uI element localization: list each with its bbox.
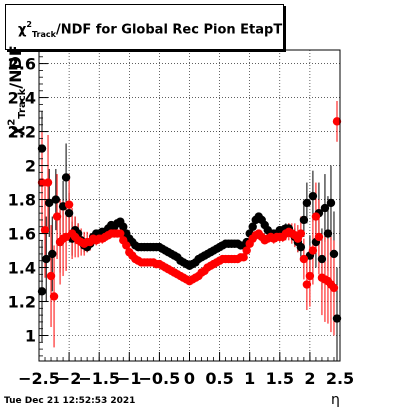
data-point xyxy=(326,198,336,208)
y-tick-label: 1.4 xyxy=(8,259,36,278)
data-point xyxy=(37,287,47,296)
x-tick-label: 2 xyxy=(304,369,315,388)
data-point xyxy=(305,271,315,281)
y-tick-label: 2.6 xyxy=(8,55,36,74)
data-point xyxy=(46,271,56,281)
y-tick-label: 1 xyxy=(25,327,36,346)
data-point xyxy=(43,178,53,187)
chart-title: χ2Track/NDF for Global Rec Pion EtapT xyxy=(18,20,283,39)
data-point xyxy=(42,254,51,264)
data-point xyxy=(119,222,128,231)
data-point xyxy=(308,246,318,255)
data-point xyxy=(51,195,61,204)
x-tick-label: −2.5 xyxy=(18,369,60,388)
data-point xyxy=(49,292,59,301)
timestamp: Tue Dec 21 12:52:53 2021 xyxy=(4,396,136,406)
data-point xyxy=(302,198,312,208)
data-point xyxy=(61,173,71,182)
data-point xyxy=(242,246,251,255)
plot-frame xyxy=(38,49,341,362)
data-point xyxy=(48,249,57,259)
axes: −2.5−2−1.5−1−0.5 0 0.5 1 1.5 2 2.5 1 1.2 1.4 1.6 1.… xyxy=(8,49,354,388)
data-point xyxy=(317,254,327,264)
data-point xyxy=(323,229,333,238)
data-point xyxy=(299,254,309,264)
x-tick-label: −1 xyxy=(117,369,142,388)
data-point xyxy=(52,212,62,221)
x-tick-label: −1.5 xyxy=(78,369,120,388)
chart-title-box: χ2Track/NDF for Global Rec Pion EtapT xyxy=(5,4,284,50)
data-point xyxy=(311,212,321,221)
data-point xyxy=(45,198,54,208)
x-tick-label: 0 xyxy=(184,369,195,388)
x-tick-label: 0.5 xyxy=(205,369,233,388)
y-axis-label: χ2Track/NDF xyxy=(6,45,29,136)
data-point xyxy=(308,191,318,201)
data-point xyxy=(296,229,306,238)
y-tick-label: 2 xyxy=(25,157,36,176)
grid-lines xyxy=(39,50,340,361)
data-point xyxy=(296,242,306,252)
y-tick-label: 1.2 xyxy=(8,293,36,312)
y-tick-label: 1.6 xyxy=(8,225,36,244)
data-point xyxy=(329,283,339,293)
data-point xyxy=(37,178,47,187)
data-point xyxy=(332,314,342,323)
x-tick-label: −2 xyxy=(57,369,82,388)
data-point xyxy=(299,215,309,225)
y-tick-label: 1.8 xyxy=(8,191,36,210)
data-point xyxy=(40,225,50,235)
x-tick-label: −0.5 xyxy=(139,369,181,388)
data-point xyxy=(116,229,125,238)
data-point xyxy=(248,222,257,231)
data-point xyxy=(329,249,339,259)
y-tick-label: 2.2 xyxy=(8,123,36,142)
data-point xyxy=(122,241,131,250)
x-tick-label: 2.5 xyxy=(326,369,354,388)
data-point xyxy=(37,144,47,153)
x-tick-label: 1.5 xyxy=(266,369,294,388)
data-point xyxy=(239,253,248,262)
data-point xyxy=(314,232,324,242)
x-tick-label: 1 xyxy=(244,369,255,388)
data-point xyxy=(64,208,74,218)
x-axis-label: η xyxy=(331,392,340,408)
data-point xyxy=(332,117,342,126)
data-point xyxy=(64,200,74,209)
y-tick-label: 2.4 xyxy=(8,89,36,108)
data-point xyxy=(302,280,312,289)
data-points xyxy=(37,117,342,323)
data-point xyxy=(320,203,330,213)
